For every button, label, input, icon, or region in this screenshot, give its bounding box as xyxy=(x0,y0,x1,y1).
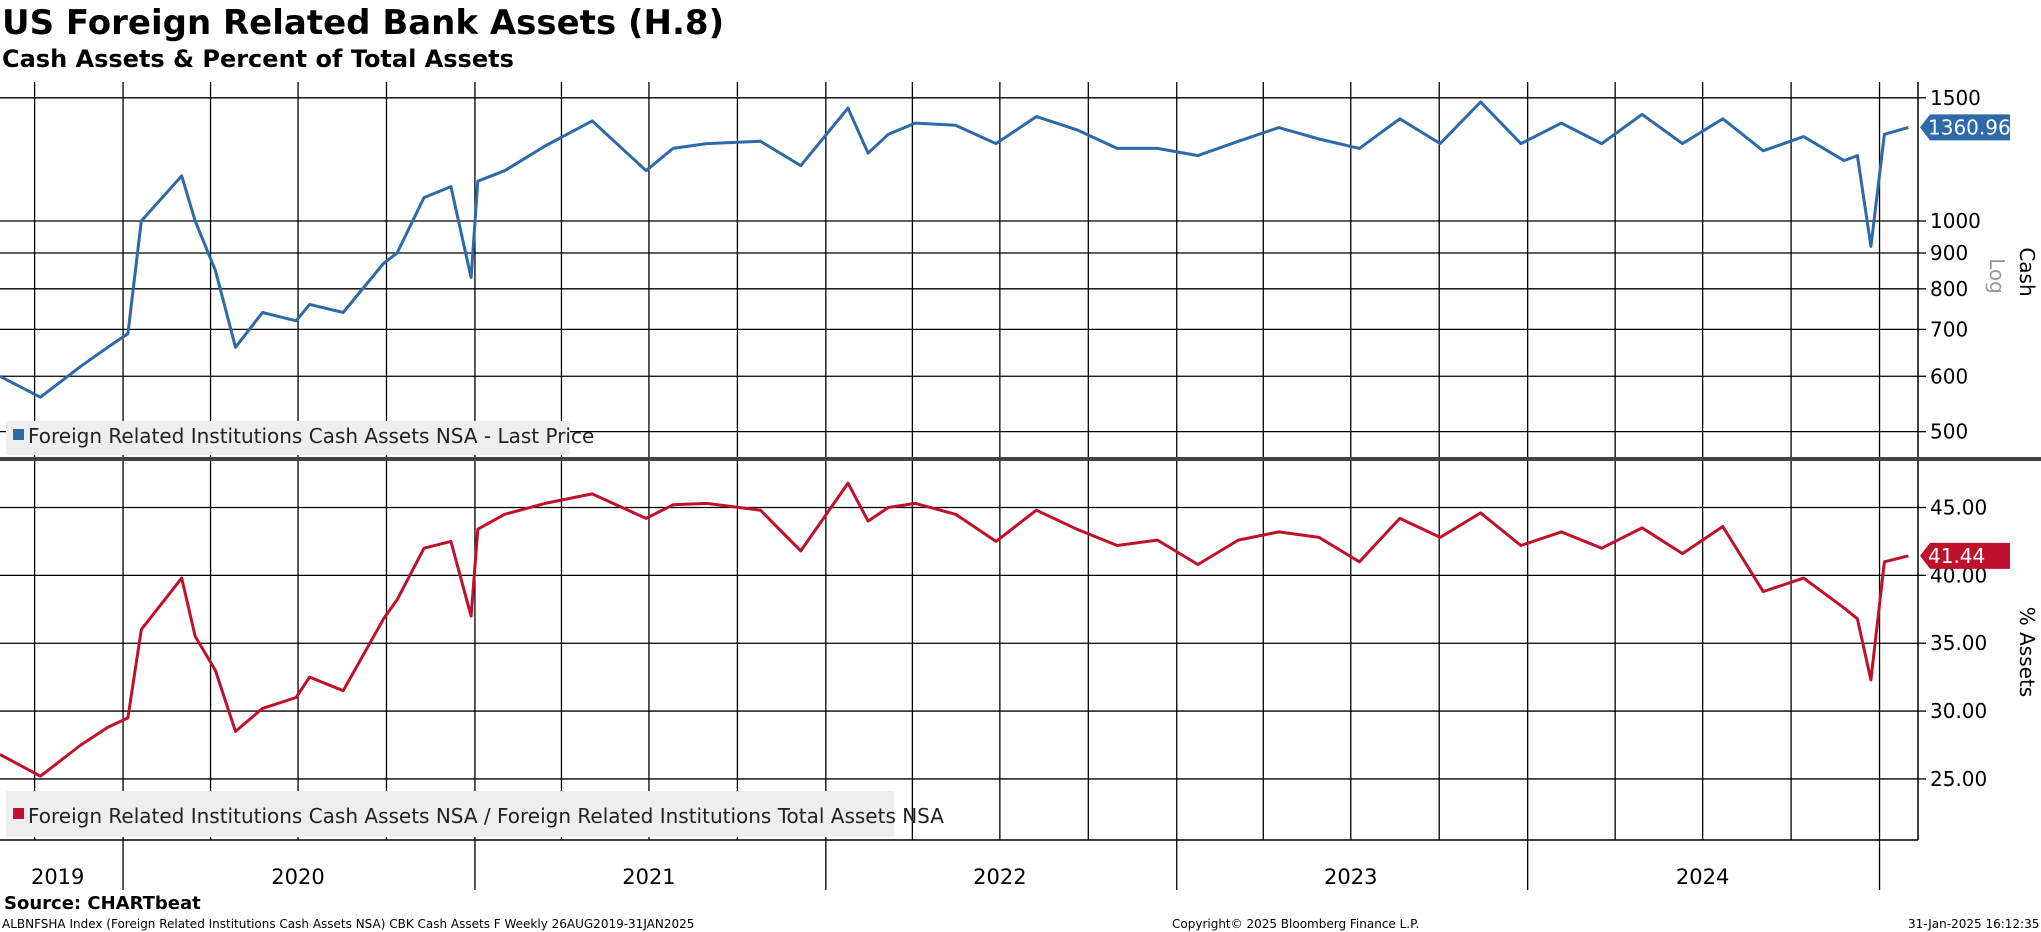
cash-legend: Foreign Related Institutions Cash Assets… xyxy=(6,421,594,455)
cash-tick-label: 500 xyxy=(1930,420,1968,444)
cash-last-value-tag: 1360.96 xyxy=(1920,114,2011,141)
pct-tick-label: 45.00 xyxy=(1930,496,1987,520)
log-scale-label: Log xyxy=(1985,258,2009,294)
cash-tick-label: 1000 xyxy=(1930,209,1981,233)
index-info: ALBNFSHA Index (Foreign Related Institut… xyxy=(2,917,694,931)
chart-subtitle: Cash Assets & Percent of Total Assets xyxy=(2,45,514,73)
pct-legend-label: Foreign Related Institutions Cash Assets… xyxy=(28,804,944,828)
chart-title: US Foreign Related Bank Assets (H.8) xyxy=(2,3,724,43)
cash-tick-label: 600 xyxy=(1930,364,1968,388)
pct-axis-title: % Assets xyxy=(2015,607,2039,697)
cash-legend-swatch xyxy=(13,429,24,440)
year-label: 2020 xyxy=(271,865,324,889)
cash-tick-label: 800 xyxy=(1930,277,1968,301)
cash-axis-title: Cash xyxy=(2015,247,2039,296)
pct-last-value-tag: 41.44 xyxy=(1920,542,2010,569)
cash-series-line xyxy=(0,100,1909,399)
pct-tick-label: 25.00 xyxy=(1930,767,1987,791)
x-axis-year-labels: 2019 2020 2021 2022 2023 2024 xyxy=(31,840,1881,890)
pct-legend-swatch xyxy=(13,808,24,819)
cash-legend-label: Foreign Related Institutions Cash Assets… xyxy=(28,424,594,448)
pct-last-value: 41.44 xyxy=(1928,544,1985,568)
pct-tick-label: 30.00 xyxy=(1930,699,1987,723)
pct-series-line xyxy=(0,481,1909,778)
pct-tick-label: 35.00 xyxy=(1930,631,1987,655)
grid-layer xyxy=(0,82,2041,841)
cash-tick-label: 1500 xyxy=(1930,86,1981,110)
year-label: 2024 xyxy=(1676,865,1729,889)
year-label: 2021 xyxy=(622,865,675,889)
copyright: Copyright© 2025 Bloomberg Finance L.P. xyxy=(1172,917,1419,931)
pct-legend: Foreign Related Institutions Cash Assets… xyxy=(6,791,944,837)
cash-tick-label: 700 xyxy=(1930,317,1968,341)
year-label: 2022 xyxy=(973,865,1026,889)
cash-last-value: 1360.96 xyxy=(1928,115,2011,139)
year-label: 2023 xyxy=(1324,865,1377,889)
y-tick-labels: 5006007008009001000150025.0030.0035.0040… xyxy=(1918,86,1987,791)
cash-tick-label: 900 xyxy=(1930,241,1968,265)
year-label: 2019 xyxy=(31,865,84,889)
timestamp: 31-Jan-2025 16:12:35 xyxy=(1908,917,2039,931)
source-label: Source: CHARTbeat xyxy=(4,893,201,914)
